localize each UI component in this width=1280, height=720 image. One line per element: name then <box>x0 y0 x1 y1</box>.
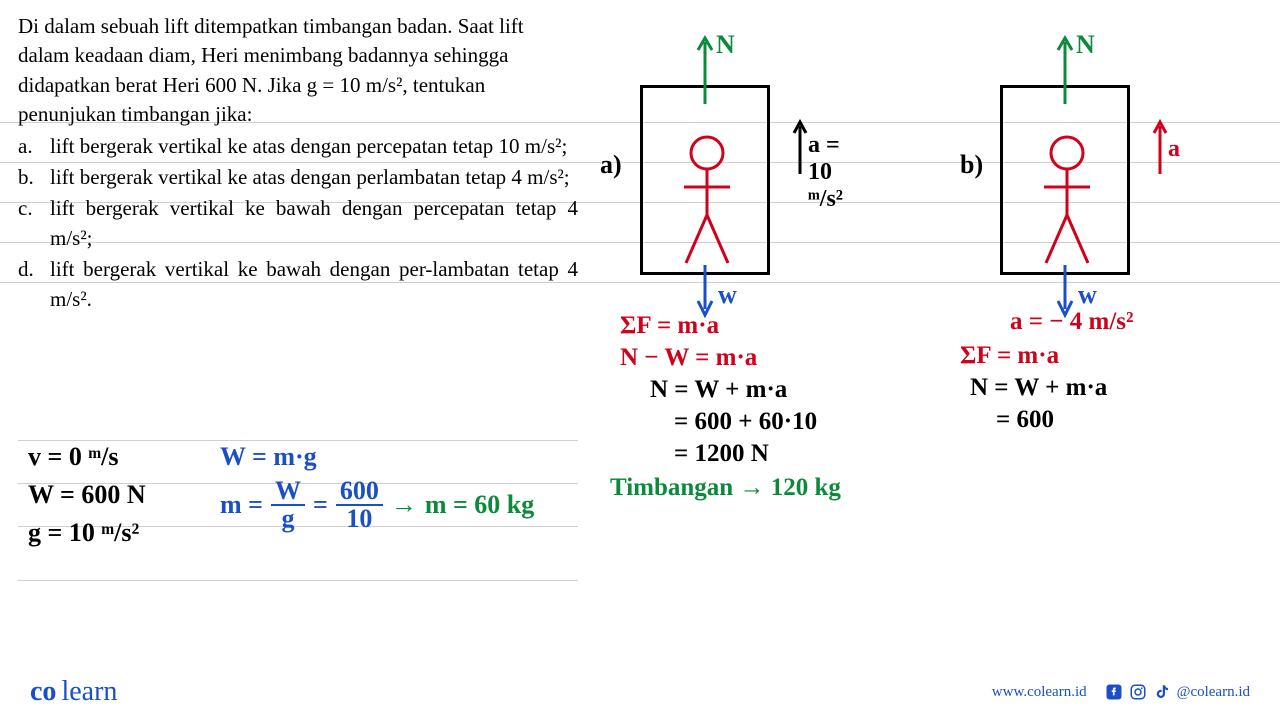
diagram-b-label: b) <box>960 150 983 180</box>
stick-figure-b <box>1032 135 1102 270</box>
mass-derivation: W = m·g m = W g = 600 10 → m = 60 kg <box>220 442 534 532</box>
footer: co learn www.colearn.id @colearn.id <box>0 664 1280 720</box>
problem-items: a. lift bergerak vertikal ke atas dengan… <box>18 132 578 314</box>
sol-a-result: = 1200 N <box>674 440 841 468</box>
social-icons: @colearn.id <box>1105 683 1250 701</box>
sol-b-result: = 600 <box>996 406 1134 434</box>
sol-a-scale: Timbangan → 120 kg <box>610 474 841 502</box>
tiktok-icon <box>1153 683 1171 701</box>
problem-item-b: b. lift bergerak vertikal ke atas dengan… <box>18 163 578 192</box>
given-values: v = 0 ᵐ/s W = 600 N g = 10 ᵐ/s² <box>28 442 146 556</box>
social-handle: @colearn.id <box>1177 684 1250 701</box>
problem-item-d: d. lift bergerak vertikal ke bawah denga… <box>18 255 578 314</box>
W-label-a: w <box>718 280 737 310</box>
instagram-icon <box>1129 683 1147 701</box>
W-label-b: w <box>1078 280 1097 310</box>
normal-force-arrow-b <box>1055 34 1075 104</box>
given-W: W = 600 N <box>28 480 146 510</box>
a-label-b: a <box>1168 136 1180 163</box>
sol-a-NW: N − W = m·a <box>620 344 841 372</box>
logo: co learn <box>30 676 117 708</box>
sol-b-N: N = W + m·a <box>970 374 1134 402</box>
sol-a-N: N = W + m·a <box>650 376 841 404</box>
accel-arrow-b <box>1152 118 1168 178</box>
problem-statement: Di dalam sebuah lift ditempatkan timbang… <box>18 12 578 316</box>
solution-b: a = − 4 m/s² ΣF = m·a N = W + m·a = 600 <box>960 308 1134 438</box>
problem-item-c: c. lift bergerak vertikal ke bawah denga… <box>18 194 578 253</box>
sol-a-sub: = 600 + 60·10 <box>674 408 841 436</box>
sol-a-sumF: ΣF = m·a <box>620 312 841 340</box>
N-label-a: N <box>716 30 735 60</box>
fraction-W-over-g: W g <box>271 478 305 532</box>
sol-b-aval: a = − 4 m/s² <box>1010 308 1134 336</box>
m-result: m = 60 kg <box>425 490 534 520</box>
sol-b-sumF: ΣF = m·a <box>960 342 1134 370</box>
footer-url: www.colearn.id <box>992 684 1087 701</box>
facebook-icon <box>1105 683 1123 701</box>
problem-intro: Di dalam sebuah lift ditempatkan timbang… <box>18 12 578 130</box>
accel-arrow-a <box>792 118 808 178</box>
solution-a: ΣF = m·a N − W = m·a N = W + m·a = 600 +… <box>620 312 841 506</box>
W-eq: W = m·g <box>220 442 534 472</box>
N-label-b: N <box>1076 30 1095 60</box>
normal-force-arrow-a <box>695 34 715 104</box>
problem-item-a: a. lift bergerak vertikal ke atas dengan… <box>18 132 578 161</box>
a-label-a: a = 10 ᵐ/s² <box>808 132 843 213</box>
diagram-a-label: a) <box>600 150 622 180</box>
stick-figure-a <box>672 135 742 270</box>
given-g: g = 10 ᵐ/s² <box>28 518 146 548</box>
fraction-600-over-10: 600 10 <box>336 478 383 532</box>
given-v: v = 0 ᵐ/s <box>28 442 146 472</box>
